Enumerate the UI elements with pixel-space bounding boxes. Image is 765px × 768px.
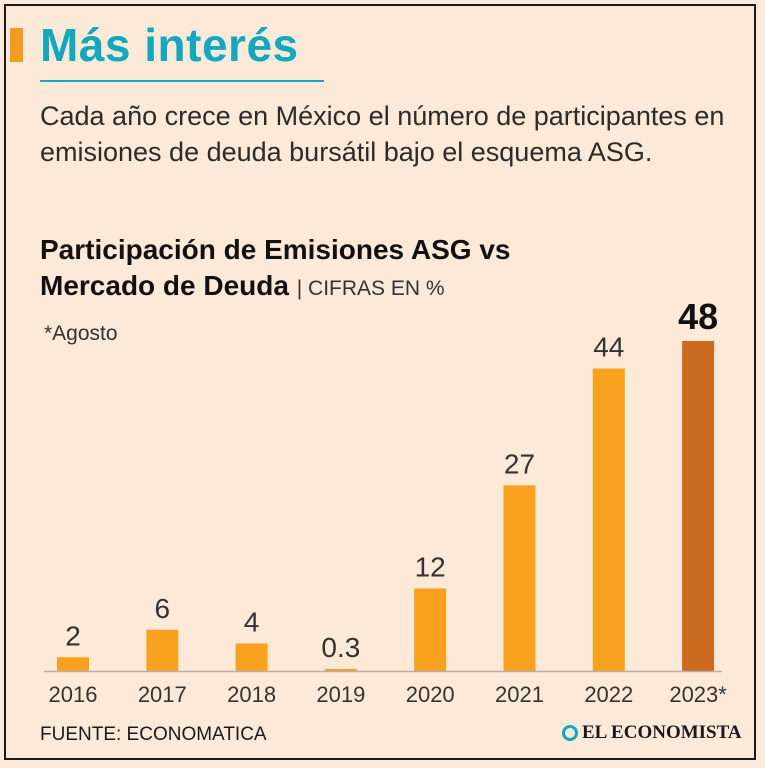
page-title: Más interés [40, 19, 299, 71]
brand: EL ECONOMISTA [562, 722, 742, 744]
x-tick-label-2021: 2021 [495, 682, 544, 707]
x-tick-label-2020: 2020 [406, 682, 455, 707]
value-label-2021: 27 [504, 448, 535, 479]
source-text: FUENTE: ECONOMATICA [40, 724, 267, 745]
page-subtitle: Cada año crece en México el número de pa… [40, 101, 725, 167]
value-label-2018: 4 [244, 607, 260, 638]
value-label-2019: 0.3 [321, 632, 360, 663]
chart-title: Participación de Emisiones ASG vs Mercad… [40, 232, 740, 307]
bar-2020 [414, 588, 447, 671]
x-tick-label-2017: 2017 [138, 682, 187, 707]
chart-units: | CIFRAS EN % [296, 277, 445, 300]
bar-2023* [682, 341, 715, 671]
chart-title-line2: Mercado de Deuda [40, 270, 289, 301]
x-tick-label-2022: 2022 [584, 682, 633, 707]
brand-logo-icon [562, 725, 578, 741]
title-accent-bar [10, 28, 23, 62]
bar-2021 [503, 485, 536, 671]
bar-2017 [146, 629, 179, 671]
x-tick-label-2016: 2016 [49, 682, 98, 707]
x-tick-label-2019: 2019 [316, 682, 365, 707]
title-underline [40, 80, 324, 82]
chart-title-line1: Participación de Emisiones ASG vs [40, 234, 511, 265]
brand-name: EL ECONOMISTA [582, 722, 742, 743]
chart-title-line2-wrap: Mercado de Deuda | CIFRAS EN % [40, 268, 740, 307]
bar-2022 [592, 368, 625, 671]
frame [4, 4, 756, 760]
value-label-2016: 2 [65, 620, 81, 651]
bar-2016 [57, 657, 89, 671]
bar-2018 [235, 643, 268, 671]
value-label-2023*: 48 [678, 296, 718, 337]
x-tick-label-2018: 2018 [227, 682, 276, 707]
value-label-2022: 44 [593, 332, 624, 363]
bars-group: 2 2016 6 2017 4 2018 0.3 2019 12 2020 27 2021 44 2022… [49, 296, 728, 707]
x-tick-label-2023*: 2023* [669, 682, 727, 707]
bar-2019 [324, 668, 357, 671]
chart-note: *Agosto [44, 322, 118, 345]
value-label-2017: 6 [155, 593, 171, 624]
value-label-2020: 12 [415, 552, 446, 583]
